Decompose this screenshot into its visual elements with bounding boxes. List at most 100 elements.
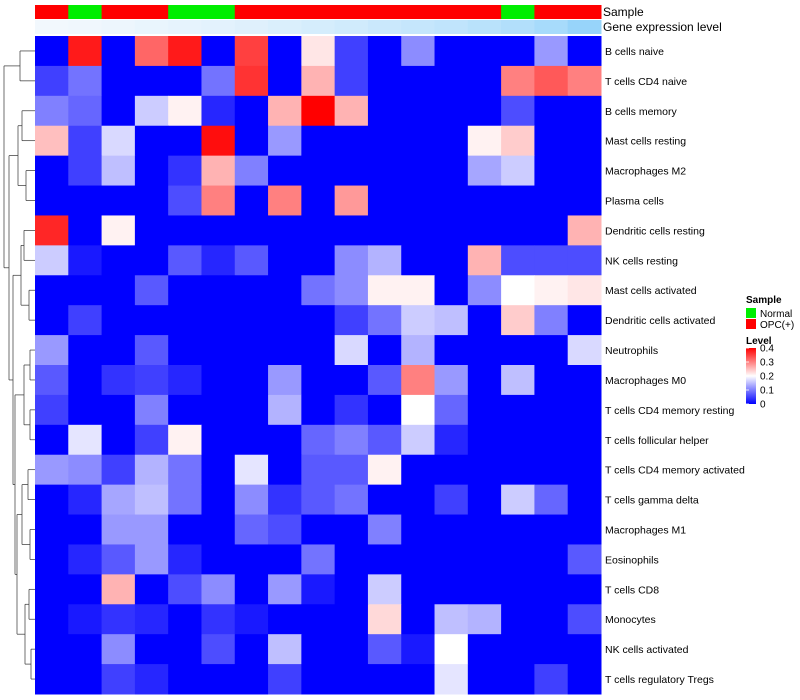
heatmap-cell <box>101 185 136 216</box>
heatmap-cell <box>401 604 436 635</box>
heatmap-cell <box>334 36 369 67</box>
heatmap-cell <box>467 155 502 187</box>
heatmap-cell <box>467 305 502 336</box>
row-label: T cells gamma delta <box>605 495 699 507</box>
heatmap-cell <box>567 544 602 575</box>
heatmap-cell <box>434 335 469 366</box>
heatmap-cell <box>434 125 469 157</box>
heatmap-cell <box>234 215 269 246</box>
sample-annotation-cell <box>534 5 569 19</box>
heatmap-cell <box>301 65 336 97</box>
heatmap-cell <box>334 245 369 276</box>
heatmap-cell <box>434 394 469 426</box>
heatmap-cell <box>234 155 269 187</box>
heatmap-cell <box>467 335 502 366</box>
heatmap-cell <box>268 95 302 127</box>
heatmap-cell <box>367 305 402 336</box>
heatmap-cell <box>168 454 202 486</box>
legend-swatch-normal <box>746 308 756 318</box>
heatmap-cell <box>35 36 69 67</box>
heatmap-cell <box>68 155 103 187</box>
heatmap-cell <box>501 185 535 216</box>
legend-tick-label: 0.1 <box>760 386 774 397</box>
heatmap-cell <box>134 305 169 336</box>
sample-annotation-cell <box>367 5 402 19</box>
row-label: Macrophages M0 <box>605 375 686 387</box>
heatmap-cell <box>434 305 469 336</box>
row-label: Eosinophils <box>605 554 659 566</box>
heatmap-cell <box>501 36 535 67</box>
heatmap-cell <box>35 634 69 665</box>
heatmap-cell <box>567 634 602 665</box>
row-label: B cells memory <box>605 106 678 118</box>
heatmap-cell <box>268 544 302 575</box>
heatmap-cell <box>567 574 602 605</box>
heatmap-cell <box>68 604 103 635</box>
heatmap-cell <box>567 155 602 187</box>
row-label: Macrophages M1 <box>605 525 686 537</box>
heatmap-cell <box>268 574 302 605</box>
heatmap-cell <box>168 155 202 187</box>
heatmap-cell <box>201 245 236 276</box>
heatmap-cell <box>168 275 202 306</box>
heatmap-cell <box>401 544 436 575</box>
heatmap-cell <box>401 65 436 97</box>
expression-annotation-cell <box>68 20 103 34</box>
heatmap-cells <box>35 36 602 695</box>
heatmap-cell <box>134 574 169 605</box>
heatmap-cell <box>467 245 502 276</box>
heatmap-cell <box>434 514 469 545</box>
heatmap-cell <box>35 95 69 127</box>
sample-annotation-cell <box>434 5 469 19</box>
heatmap-cell <box>134 185 169 216</box>
heatmap-cell <box>467 65 502 97</box>
heatmap-cell <box>401 424 436 456</box>
heatmap-cell <box>268 664 302 695</box>
heatmap-cell <box>301 185 336 216</box>
heatmap-cell <box>567 394 602 426</box>
heatmap-cell <box>367 95 402 127</box>
heatmap-cell <box>434 275 469 306</box>
row-label: Mast cells activated <box>605 285 697 297</box>
heatmap-cell <box>35 574 69 605</box>
row-label: T cells regulatory Tregs <box>605 674 714 686</box>
heatmap-cell <box>35 185 69 216</box>
heatmap-cell <box>401 36 436 67</box>
heatmap-cell <box>467 664 502 695</box>
heatmap-cell <box>467 484 502 516</box>
heatmap-cell <box>301 125 336 157</box>
heatmap-cell <box>134 365 169 396</box>
heatmap-cell <box>68 574 103 605</box>
row-label: Dendritic cells activated <box>605 315 715 327</box>
heatmap-cell <box>201 634 236 665</box>
heatmap-cell <box>567 215 602 246</box>
heatmap-cell <box>35 424 69 456</box>
heatmap-cell <box>35 125 69 157</box>
heatmap-cell <box>367 424 402 456</box>
heatmap-cell <box>134 335 169 366</box>
heatmap-cell <box>401 335 436 366</box>
expression-level-annotation-bar <box>35 20 602 34</box>
row-label: T cells follicular helper <box>605 435 709 447</box>
heatmap-cell <box>234 275 269 306</box>
heatmap-cell <box>268 36 302 67</box>
heatmap-cell <box>334 544 369 575</box>
heatmap-cell <box>101 305 136 336</box>
heatmap-cell <box>268 65 302 97</box>
heatmap-cell <box>68 424 103 456</box>
heatmap-cell <box>234 185 269 216</box>
heatmap-cell <box>467 574 502 605</box>
row-label: NK cells activated <box>605 644 689 656</box>
heatmap-cell <box>101 335 136 366</box>
heatmap-cell <box>201 484 236 516</box>
heatmap-cell <box>301 305 336 336</box>
heatmap-cell <box>168 664 202 695</box>
heatmap-cell <box>534 514 569 545</box>
heatmap-cell <box>301 36 336 67</box>
heatmap-cell <box>567 604 602 635</box>
heatmap-cell <box>134 664 169 695</box>
row-label: Dendritic cells resting <box>605 225 705 237</box>
heatmap-cell <box>434 664 469 695</box>
heatmap-cell <box>434 574 469 605</box>
heatmap-cell <box>501 335 535 366</box>
